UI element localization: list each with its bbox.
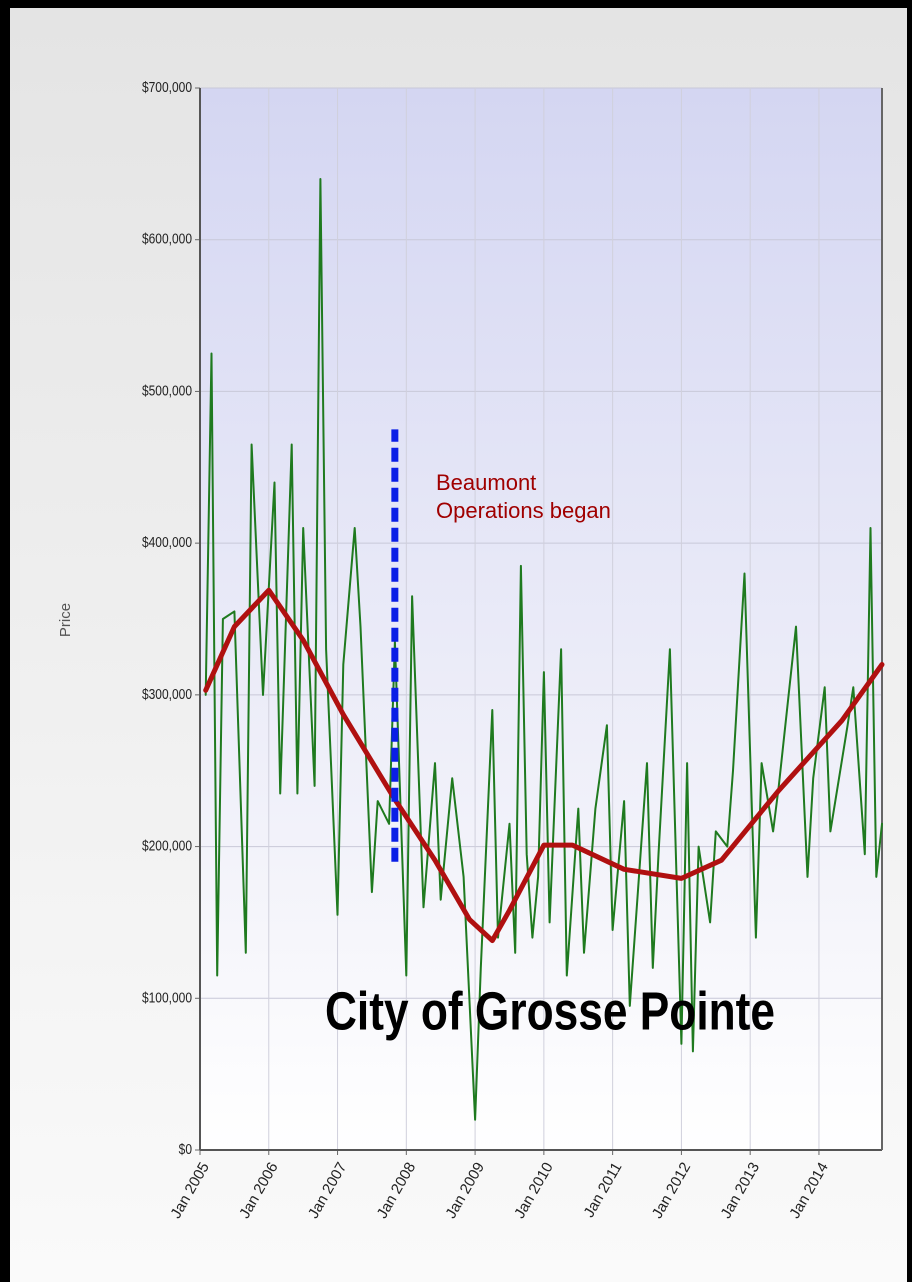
plot-area xyxy=(200,88,882,1150)
y-tick-label: $500,000 xyxy=(142,382,192,399)
annotation: Operations began xyxy=(436,498,611,523)
y-tick-label: $700,000 xyxy=(142,79,192,96)
series-line xyxy=(204,178,883,1121)
y-axis-label: Price xyxy=(57,603,74,637)
y-tick-label: $400,000 xyxy=(142,534,192,551)
y-tick-label: $100,000 xyxy=(142,989,192,1006)
chart-title: City of Grosse Pointe xyxy=(325,981,775,1041)
series-line xyxy=(203,587,885,944)
y-tick-label: $0 xyxy=(179,1141,193,1158)
y-tick-label: $600,000 xyxy=(142,230,192,247)
annotation: Beaumont xyxy=(436,470,536,495)
y-tick-label: $200,000 xyxy=(142,837,192,854)
y-tick-label: $300,000 xyxy=(142,686,192,703)
